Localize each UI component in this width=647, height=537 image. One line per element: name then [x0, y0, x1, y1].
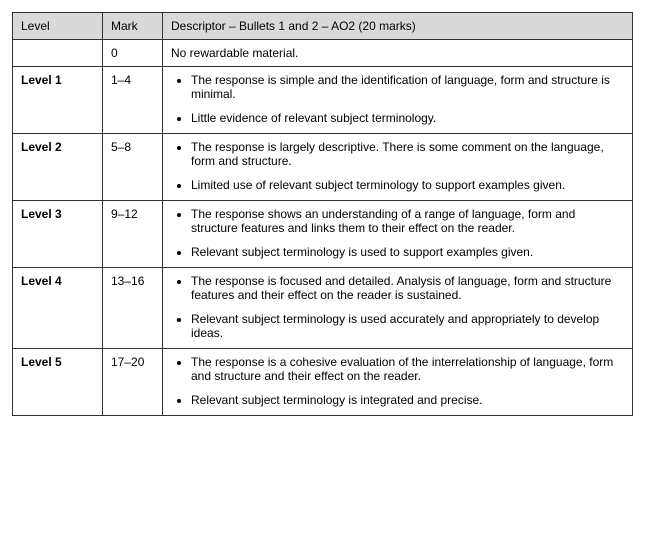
descriptor-list: The response is focused and detailed. An…: [171, 274, 624, 340]
descriptor-list: The response is largely descriptive. The…: [171, 140, 624, 192]
descriptor-bullet: Little evidence of relevant subject term…: [191, 111, 624, 125]
mark-cell: 9–12: [103, 201, 163, 268]
level-cell: Level 1: [13, 67, 103, 134]
descriptor-list: The response shows an understanding of a…: [171, 207, 624, 259]
descriptor-list: The response is simple and the identific…: [171, 73, 624, 125]
table-row: Level 1 1–4 The response is simple and t…: [13, 67, 633, 134]
descriptor-bullet: The response is largely descriptive. The…: [191, 140, 624, 168]
descriptor-bullet: Relevant subject terminology is used acc…: [191, 312, 624, 340]
descriptor-bullet: Relevant subject terminology is used to …: [191, 245, 624, 259]
descriptor-bullet: The response is focused and detailed. An…: [191, 274, 624, 302]
mark-cell: 1–4: [103, 67, 163, 134]
descriptor-bullet: The response is simple and the identific…: [191, 73, 624, 101]
mark-cell: 13–16: [103, 268, 163, 349]
descriptor-bullet: Limited use of relevant subject terminol…: [191, 178, 624, 192]
header-row: Level Mark Descriptor – Bullets 1 and 2 …: [13, 13, 633, 40]
table-row: Level 2 5–8 The response is largely desc…: [13, 134, 633, 201]
descriptor-cell: The response is largely descriptive. The…: [163, 134, 633, 201]
table-row: Level 5 17–20 The response is a cohesive…: [13, 349, 633, 416]
descriptor-cell: The response shows an understanding of a…: [163, 201, 633, 268]
level-cell: Level 2: [13, 134, 103, 201]
table-row: Level 4 13–16 The response is focused an…: [13, 268, 633, 349]
mark-cell: 5–8: [103, 134, 163, 201]
descriptor-bullet: The response is a cohesive evaluation of…: [191, 355, 624, 383]
descriptor-list: The response is a cohesive evaluation of…: [171, 355, 624, 407]
level-cell: Level 5: [13, 349, 103, 416]
table-row: Level 3 9–12 The response shows an under…: [13, 201, 633, 268]
header-mark: Mark: [103, 13, 163, 40]
level-cell: Level 4: [13, 268, 103, 349]
zero-level: [13, 40, 103, 67]
level-cell: Level 3: [13, 201, 103, 268]
descriptor-cell: The response is simple and the identific…: [163, 67, 633, 134]
descriptor-bullet: The response shows an understanding of a…: [191, 207, 624, 235]
zero-row: 0 No rewardable material.: [13, 40, 633, 67]
zero-mark: 0: [103, 40, 163, 67]
descriptor-bullet: Relevant subject terminology is integrat…: [191, 393, 624, 407]
zero-descriptor: No rewardable material.: [163, 40, 633, 67]
header-level: Level: [13, 13, 103, 40]
mark-cell: 17–20: [103, 349, 163, 416]
descriptor-cell: The response is a cohesive evaluation of…: [163, 349, 633, 416]
rubric-table: Level Mark Descriptor – Bullets 1 and 2 …: [12, 12, 633, 416]
header-descriptor: Descriptor – Bullets 1 and 2 – AO2 (20 m…: [163, 13, 633, 40]
descriptor-cell: The response is focused and detailed. An…: [163, 268, 633, 349]
